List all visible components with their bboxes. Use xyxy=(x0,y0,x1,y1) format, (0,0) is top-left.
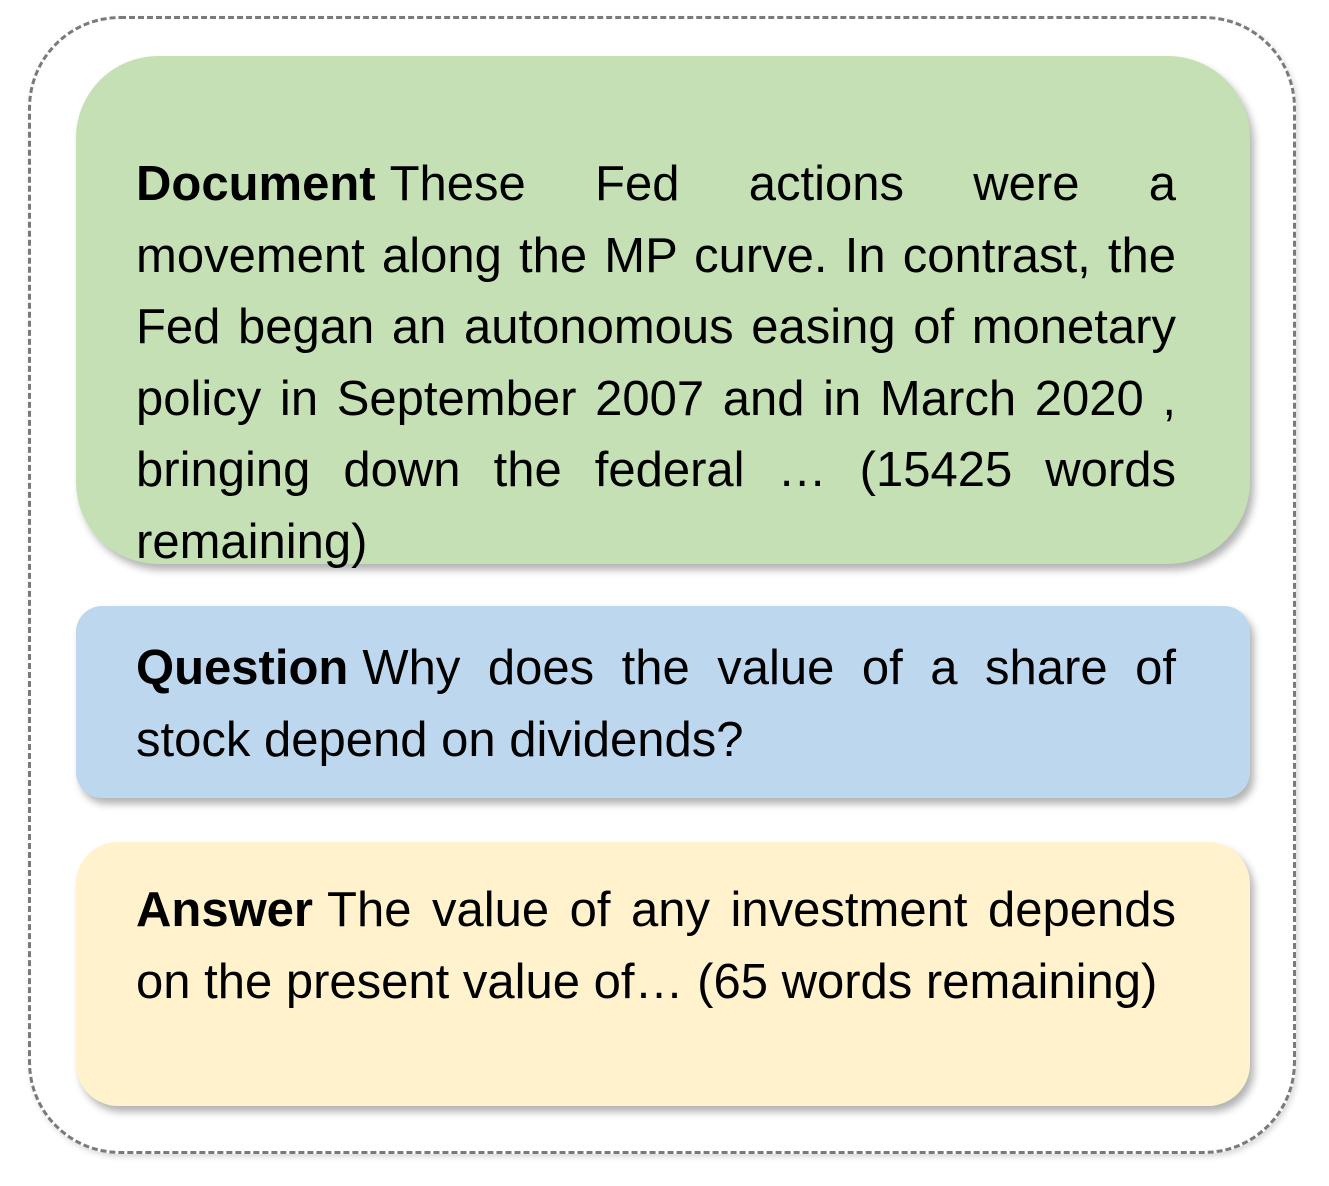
document-text: These Fed actions were a movement along … xyxy=(136,157,1176,569)
question-label: Question xyxy=(136,641,349,695)
answer-text: The value of any investment depends on t… xyxy=(136,883,1176,1009)
document-card: Document These Fed actions were a movemen… xyxy=(76,56,1250,569)
outer-dashed-frame xyxy=(28,16,1296,1154)
question-card: Question Why does the value of a share of… xyxy=(76,606,1250,798)
answer-card: Answer The value of any investment depend… xyxy=(76,842,1250,1106)
question-text: Why does the value of a share of stock d… xyxy=(136,641,1176,767)
answer-label: Answer xyxy=(136,883,314,937)
document-label: Document xyxy=(136,157,376,211)
